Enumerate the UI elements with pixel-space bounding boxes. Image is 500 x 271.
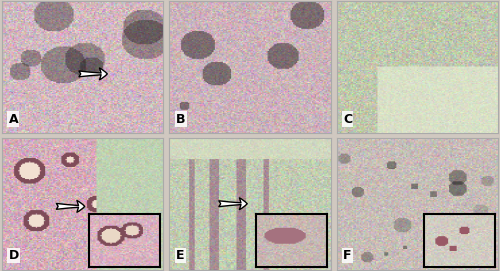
Text: C: C xyxy=(343,112,352,125)
Text: F: F xyxy=(343,249,351,262)
Text: A: A xyxy=(8,112,18,125)
Text: D: D xyxy=(8,249,18,262)
Text: E: E xyxy=(176,249,184,262)
Text: B: B xyxy=(176,112,186,125)
